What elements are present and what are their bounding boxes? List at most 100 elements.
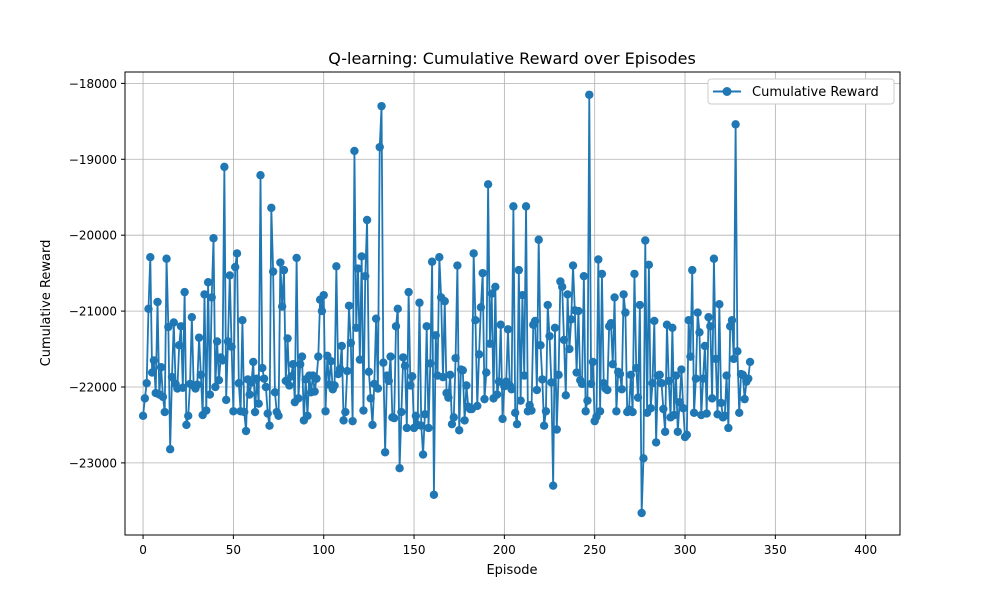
data-point — [399, 353, 408, 362]
data-point — [335, 364, 345, 373]
data-point — [156, 363, 166, 372]
data-point — [178, 383, 188, 392]
data-point — [314, 352, 323, 361]
data-point — [447, 419, 457, 429]
x-tick-label: 100 — [312, 543, 335, 557]
data-point — [474, 350, 484, 359]
data-point — [238, 315, 247, 325]
data-point — [250, 407, 260, 417]
data-point — [427, 257, 437, 266]
x-tick-label: 350 — [764, 543, 787, 557]
data-point — [429, 490, 439, 499]
data-point — [511, 408, 520, 417]
data-point — [283, 334, 292, 343]
data-point — [660, 427, 670, 436]
data-point — [677, 365, 686, 374]
data-point — [287, 372, 296, 381]
data-point — [482, 368, 491, 377]
data-point — [594, 255, 603, 264]
data-point — [431, 331, 440, 340]
data-point — [639, 454, 648, 463]
data-point — [679, 404, 688, 413]
data-point — [261, 382, 271, 392]
data-point — [426, 359, 435, 368]
data-point — [397, 407, 406, 417]
data-point — [240, 407, 249, 417]
data-point — [637, 508, 646, 518]
data-point — [617, 385, 626, 394]
data-point — [628, 407, 637, 417]
data-point — [362, 215, 372, 225]
data-point — [543, 300, 552, 310]
data-point — [518, 290, 527, 300]
data-point — [153, 297, 162, 307]
data-point — [682, 430, 692, 440]
data-point — [165, 445, 175, 454]
x-tick-label: 300 — [674, 543, 697, 557]
data-point — [149, 356, 159, 365]
data-point — [498, 414, 507, 424]
data-point — [612, 407, 621, 416]
data-point — [303, 411, 312, 421]
data-point — [205, 390, 215, 399]
data-point — [581, 407, 590, 416]
data-point — [476, 303, 486, 312]
data-point — [321, 407, 330, 416]
y-tick-label: −20000 — [69, 229, 117, 243]
data-point — [469, 249, 478, 258]
data-point — [265, 421, 274, 430]
data-point — [234, 378, 244, 388]
data-point — [527, 406, 536, 415]
y-tick-label: −21000 — [69, 305, 117, 319]
data-point — [669, 410, 679, 420]
data-point — [657, 378, 666, 388]
data-point — [395, 464, 404, 473]
data-point — [659, 404, 668, 414]
data-point — [249, 357, 258, 367]
y-axis-label: Cumulative Reward — [39, 240, 54, 367]
data-point — [174, 341, 184, 350]
data-point — [285, 381, 294, 390]
data-point — [196, 370, 206, 380]
data-point — [520, 371, 529, 380]
data-point — [698, 374, 708, 383]
data-point — [507, 385, 516, 394]
data-point — [258, 363, 267, 373]
data-point — [548, 481, 558, 490]
data-point — [462, 381, 471, 390]
data-point — [731, 120, 740, 129]
x-axis-label: Episode — [486, 563, 537, 578]
data-point — [550, 323, 560, 332]
data-point — [417, 421, 426, 430]
data-point — [496, 320, 505, 329]
data-point — [415, 298, 424, 307]
data-point — [473, 401, 482, 411]
data-point — [364, 367, 374, 377]
data-point — [641, 236, 650, 245]
data-point — [350, 146, 359, 156]
plot-area-frame — [124, 71, 901, 536]
data-point — [565, 344, 574, 354]
data-point — [478, 268, 487, 278]
data-point — [538, 375, 547, 384]
data-point — [603, 385, 612, 395]
data-point — [449, 413, 458, 422]
data-point — [232, 249, 242, 258]
data-point — [207, 293, 216, 302]
data-point — [377, 101, 386, 111]
data-point — [267, 203, 276, 213]
legend-label: Cumulative Reward — [752, 85, 879, 100]
data-point — [568, 261, 578, 270]
data-point — [341, 407, 350, 417]
data-point — [709, 254, 719, 263]
data-point — [389, 413, 399, 423]
data-point — [221, 395, 231, 405]
data-point — [355, 355, 365, 364]
data-point — [693, 308, 702, 317]
data-point — [245, 390, 254, 399]
data-point — [384, 376, 393, 386]
data-point — [209, 234, 218, 243]
data-point — [686, 352, 695, 361]
data-point — [310, 387, 319, 396]
data-point — [229, 407, 238, 416]
